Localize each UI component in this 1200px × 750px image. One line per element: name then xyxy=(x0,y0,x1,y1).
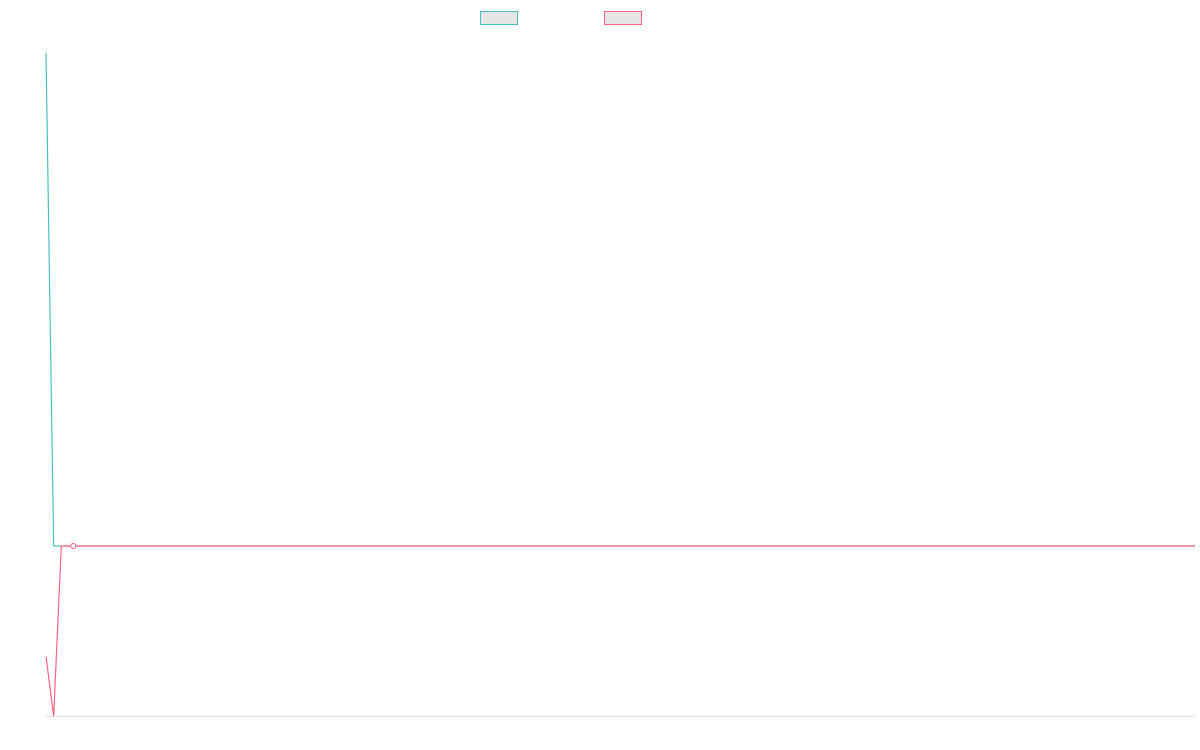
legend-item-series-1[interactable] xyxy=(480,9,524,27)
series-1-line xyxy=(45,52,1195,547)
legend-swatch-series-1 xyxy=(480,11,518,25)
series-2-line xyxy=(45,545,1195,717)
chart-legend xyxy=(0,9,1200,27)
legend-swatch-series-2 xyxy=(604,11,642,25)
series-2-point[interactable] xyxy=(70,543,77,549)
legend-item-series-2[interactable] xyxy=(604,9,648,27)
